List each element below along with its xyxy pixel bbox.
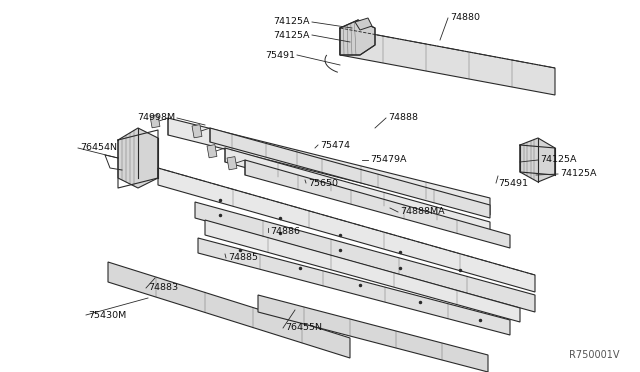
Polygon shape <box>158 168 535 292</box>
Text: 74880: 74880 <box>450 13 480 22</box>
Text: 74125A: 74125A <box>560 170 596 179</box>
Text: 75474: 75474 <box>320 141 350 150</box>
Text: 74888MA: 74888MA <box>400 208 445 217</box>
Bar <box>207 145 217 158</box>
Polygon shape <box>195 202 535 312</box>
Text: 74998M: 74998M <box>137 113 175 122</box>
Text: 74886: 74886 <box>270 228 300 237</box>
Text: 74885: 74885 <box>228 253 258 263</box>
Polygon shape <box>210 128 490 218</box>
Polygon shape <box>205 220 520 322</box>
Polygon shape <box>340 20 375 55</box>
Text: 74125A: 74125A <box>273 31 310 39</box>
Polygon shape <box>355 18 372 30</box>
Text: 74883: 74883 <box>148 283 178 292</box>
Bar <box>192 125 202 138</box>
Text: 75491: 75491 <box>265 51 295 60</box>
Polygon shape <box>520 138 555 182</box>
Polygon shape <box>108 262 350 358</box>
Polygon shape <box>245 160 510 248</box>
Text: 75491: 75491 <box>498 179 528 187</box>
Polygon shape <box>258 295 488 372</box>
Polygon shape <box>225 148 490 235</box>
Polygon shape <box>340 28 555 95</box>
Text: 75430M: 75430M <box>88 311 126 320</box>
Text: 74125A: 74125A <box>540 155 577 164</box>
Polygon shape <box>198 238 510 335</box>
Text: 75479A: 75479A <box>370 155 406 164</box>
Text: 76454N: 76454N <box>80 144 117 153</box>
Polygon shape <box>118 128 158 188</box>
Bar <box>150 115 160 128</box>
Text: 74888: 74888 <box>388 113 418 122</box>
Text: R750001V: R750001V <box>570 350 620 360</box>
Text: 74125A: 74125A <box>273 17 310 26</box>
Text: 76455N: 76455N <box>285 324 322 333</box>
Bar <box>227 157 237 170</box>
Polygon shape <box>168 118 490 215</box>
Text: 75650: 75650 <box>308 179 338 187</box>
